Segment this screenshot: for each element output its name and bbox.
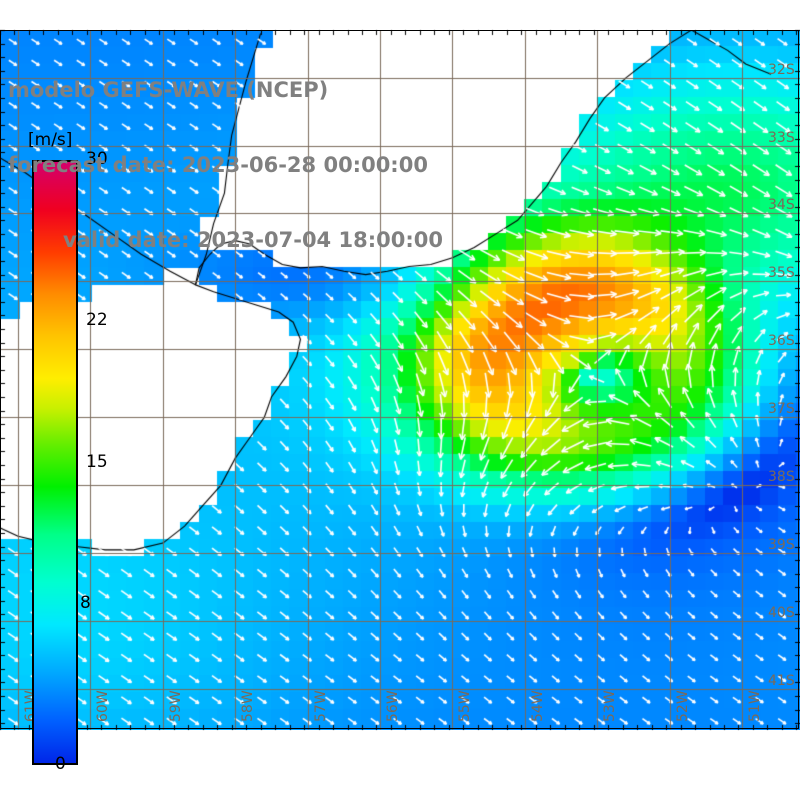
lat-label-39S: 39S [768,537,795,554]
lon-label-56W: 56W [385,690,402,722]
forecast-date-label: forecast date: 2023-06-28 00:00:00 [8,153,428,177]
colorbar-tick-8: 8 [80,592,91,613]
colorbar-tick-0: 0 [55,754,66,774]
lon-label-52W: 52W [674,690,691,722]
lat-label-33S: 33S [768,129,795,146]
lon-label-60W: 60W [95,690,112,722]
lon-label-54W: 54W [529,690,546,722]
lon-label-55W: 55W [457,690,474,722]
lon-label-57W: 57W [312,690,329,722]
lon-label-51W: 51W [747,690,764,722]
title-block: modelo GEFS-WAVE (NCEP) forecast date: 2… [8,28,498,303]
lon-label-58W: 58W [240,690,257,722]
lat-label-32S: 32S [768,61,795,78]
lon-label-59W: 59W [167,690,184,722]
lat-label-36S: 36S [768,333,795,350]
lat-label-41S: 41S [768,673,795,690]
lat-label-38S: 38S [768,469,795,486]
model-title: modelo GEFS-WAVE (NCEP) [8,78,329,102]
lat-label-37S: 37S [768,401,795,418]
lat-label-40S: 40S [768,605,795,622]
colorbar-tick-15: 15 [86,451,108,472]
lat-label-34S: 34S [768,197,795,214]
lon-label-53W: 53W [602,690,619,722]
valid-date-label: valid date: 2023-07-04 18:00:00 [63,228,443,252]
lat-label-35S: 35S [768,265,795,282]
colorbar-tick-22: 22 [86,310,108,331]
